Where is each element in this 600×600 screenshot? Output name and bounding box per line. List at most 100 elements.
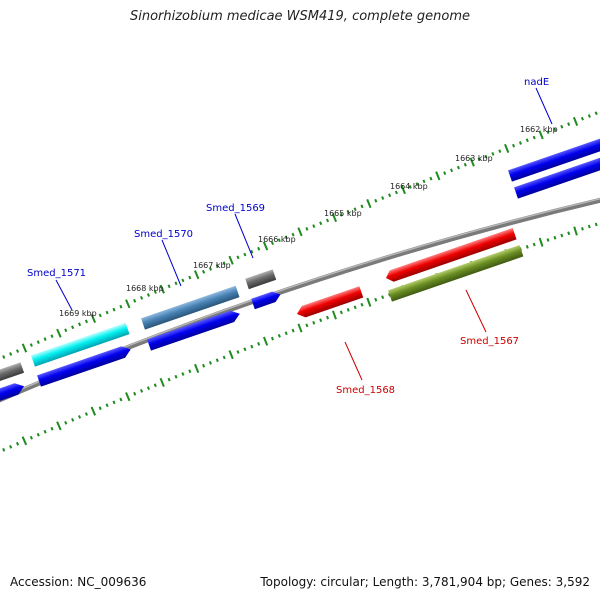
inner-scale-minor-tick [326,315,330,320]
outer-scale-minor-tick [36,340,40,344]
gene-smed-1568[interactable] [295,286,364,319]
inner-scale-minor-tick [567,231,571,236]
outer-scale-minor-tick [381,196,385,200]
gene-label-nadE[interactable]: nadE [524,77,549,88]
gene-smed-1571-inner[interactable] [37,344,133,387]
inner-scale-minor-tick [560,233,564,238]
outer-scale-minor-tick [518,141,522,145]
outer-scale-major-tick [331,213,338,223]
leader-smed-1569 [234,213,254,259]
outer-scale-minor-tick [450,168,454,173]
inner-scale-minor-tick [374,297,378,302]
inner-scale-minor-tick [98,406,102,411]
inner-scale-minor-tick [553,235,557,240]
inner-scale-minor-tick [291,328,295,333]
outer-scale-minor-tick [208,267,213,271]
inner-scale-minor-tick [587,224,591,229]
gene-left-edge-outer[interactable] [0,362,25,384]
gene-label-smed-1568[interactable]: Smed_1568 [336,385,395,396]
inner-scale-minor-tick [202,363,206,368]
inner-scale-minor-tick [133,391,137,396]
outer-scale-minor-tick [594,111,598,116]
gene-smed-1569-inner[interactable] [251,289,282,310]
inner-scale-minor-tick [581,227,584,231]
outer-scale-major-tick [56,328,62,338]
outer-scale-minor-tick [587,114,591,118]
outer-scale-major-tick [262,241,269,251]
leader-smed-1571 [55,279,73,311]
outer-scale-minor-tick [77,322,82,327]
outer-scale-minor-tick [84,319,89,324]
gene-smed-1571-outer[interactable] [31,322,130,367]
inner-scale-minor-tick [188,369,192,374]
outer-scale-major-tick [435,171,441,181]
inner-scale-minor-tick [174,374,178,379]
inner-scale-minor-tick [257,342,261,346]
outer-scale-major-tick [125,299,131,309]
inner-scale-minor-tick [250,344,254,349]
inner-scale-minor-tick [112,400,116,405]
inner-scale-minor-tick [388,292,392,297]
gene-smed-1567-lower[interactable] [388,245,524,302]
outer-scale-minor-tick [498,149,502,153]
inner-scale-minor-tick [319,318,323,323]
inner-scale-minor-tick [9,444,13,449]
outer-scale-minor-tick [484,154,488,159]
outer-scale-minor-tick [532,135,536,140]
outer-scale-minor-tick [112,307,116,312]
outer-scale-minor-tick [325,218,330,223]
inner-scale-major-tick [90,406,97,416]
outer-scale-minor-tick [71,325,75,330]
outer-scale-minor-tick [222,261,226,265]
gene-label-smed-1567[interactable]: Smed_1567 [460,336,519,347]
outer-scale-minor-tick [319,221,323,226]
leader-nadE [535,87,553,125]
gene-smed-1567-upper[interactable] [384,228,517,284]
inner-scale-minor-tick [84,412,89,416]
outer-scale-minor-tick [50,334,54,338]
outer-scale-minor-tick [346,210,350,214]
outer-scale-minor-tick [277,238,281,243]
outer-scale-minor-tick [139,296,144,300]
outer-scale-minor-tick [43,337,47,341]
gene-label-smed-1570[interactable]: Smed_1570 [134,229,193,240]
scale-label-1667: 1667 kbp [193,261,231,270]
outer-scale-minor-tick [512,143,516,148]
outer-scale-minor-tick [15,349,20,353]
inner-scale-minor-tick [312,320,316,325]
outer-scale-minor-tick [291,232,295,237]
scale-label-1665: 1665 kbp [324,209,362,218]
gene-nadE-inner[interactable] [514,154,600,199]
outer-scale-minor-tick [167,284,171,289]
outer-scale-minor-tick [257,246,261,251]
gene-upstream-outer[interactable] [245,269,277,290]
gene-left-edge-inner[interactable] [0,381,26,404]
inner-scale-minor-tick [215,358,219,363]
gene-smed-1570-inner[interactable] [147,308,242,351]
outer-scale-major-tick [504,143,510,153]
inner-scale-major-tick [366,297,372,307]
outer-scale-minor-tick [394,190,398,195]
inner-scale-minor-tick [305,323,309,328]
inner-scale-minor-tick [277,334,281,338]
outer-scale-major-tick [90,313,97,323]
outer-scale-minor-tick [422,179,426,184]
outer-scale-major-tick [228,255,234,265]
gene-label-smed-1571[interactable]: Smed_1571 [27,268,86,279]
outer-scale-ticks [2,111,598,359]
inner-scale-major-tick [331,310,337,320]
gene-smed-1570-outer[interactable] [141,285,240,330]
outer-scale-minor-tick [353,207,357,212]
outer-scale-minor-tick [64,328,68,333]
inner-scale-minor-tick [119,397,123,402]
outer-scale-minor-tick [443,171,447,175]
outer-scale-minor-tick [415,182,419,186]
outer-scale-major-tick [572,116,579,126]
outer-scale-minor-tick [181,278,185,283]
gene-nadE-outer[interactable] [508,136,600,182]
outer-scale-minor-tick [546,130,550,134]
outer-scale-minor-tick [270,241,275,245]
outer-scale-major-tick [159,284,165,294]
gene-label-smed-1569[interactable]: Smed_1569 [206,203,265,214]
